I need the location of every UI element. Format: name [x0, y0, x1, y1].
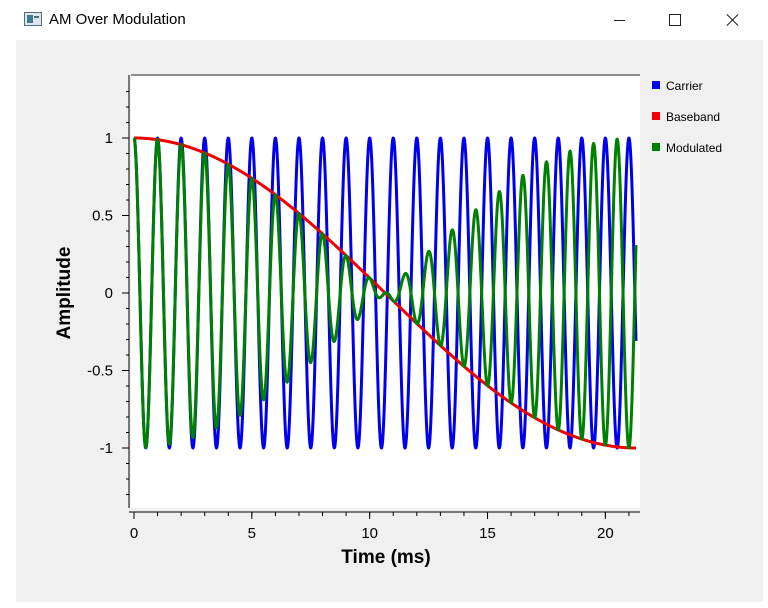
y-tick-label: -1	[100, 440, 113, 457]
amplitude-chart: 1 0.5 0 -0.5 -1 0 5 10 15 20 Time (ms) Amplitude…	[54, 74, 722, 568]
window-title: AM Over Modulation	[49, 11, 186, 28]
series-line-modulated	[132, 137, 638, 450]
legend-label-baseband: Baseband	[666, 110, 720, 124]
x-tick-label: 15	[479, 525, 496, 542]
y-tick-label: 1	[105, 130, 113, 147]
series-curves	[132, 136, 638, 450]
minimize-button[interactable]	[596, 0, 642, 40]
x-tick-label: 10	[361, 525, 378, 542]
close-icon	[726, 13, 740, 27]
y-tick-label: 0.5	[92, 208, 113, 225]
y-axis-title: Amplitude	[54, 247, 75, 340]
close-button[interactable]	[710, 0, 756, 40]
x-tick-label: 20	[597, 525, 614, 542]
legend-swatch-modulated	[652, 143, 660, 151]
y-ticks: 1 0.5 0 -0.5 -1	[87, 91, 129, 495]
app-icon	[24, 12, 42, 26]
plot-window-client: 1 0.5 0 -0.5 -1 0 5 10 15 20 Time (ms) Amplitude…	[16, 40, 763, 602]
legend-swatch-carrier	[652, 81, 660, 89]
y-tick-label: -0.5	[87, 363, 113, 380]
legend: Carrier Baseband Modulated	[652, 79, 722, 155]
legend-label-carrier: Carrier	[666, 79, 703, 93]
x-ticks: 0 5 10 15 20	[130, 512, 630, 542]
legend-swatch-baseband	[652, 112, 660, 120]
title-bar: AM Over Modulation	[0, 0, 768, 40]
y-tick-label: 0	[105, 285, 113, 302]
maximize-button[interactable]	[652, 0, 698, 40]
x-tick-label: 0	[130, 525, 138, 542]
maximize-icon	[669, 14, 681, 26]
x-axis-title: Time (ms)	[341, 547, 430, 568]
x-tick-label: 5	[248, 525, 256, 542]
minimize-icon	[613, 19, 625, 21]
legend-label-modulated: Modulated	[666, 141, 722, 155]
